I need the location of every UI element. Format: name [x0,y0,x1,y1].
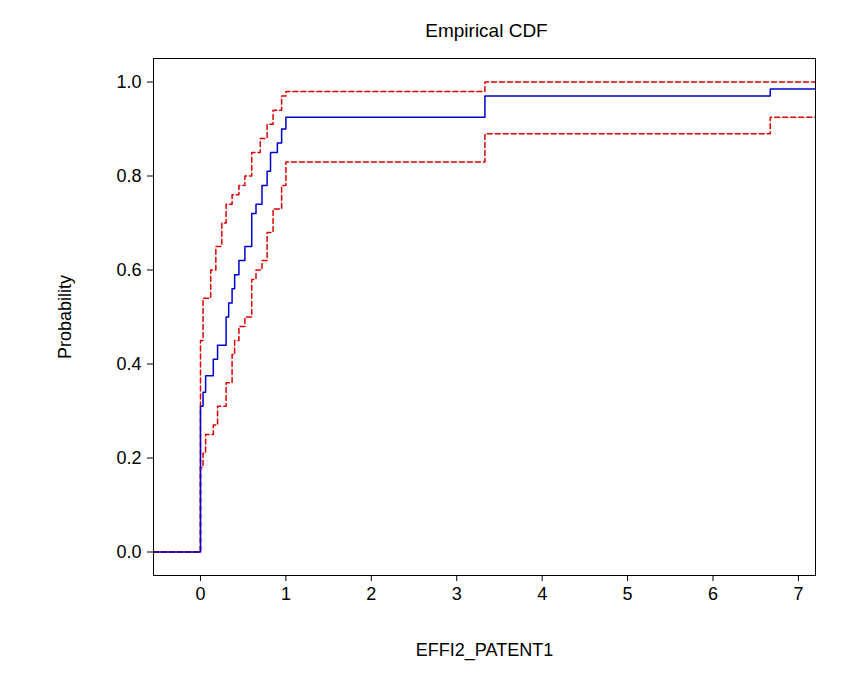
svg-text:0.6: 0.6 [116,260,141,280]
svg-text:1.0: 1.0 [116,72,141,92]
html-text:Empirical CDF: Empirical CDF [425,20,548,41]
svg-text:2: 2 [366,584,376,604]
svg-text:6: 6 [708,584,718,604]
svg-text:4: 4 [537,584,547,604]
svg-text:0.2: 0.2 [116,448,141,468]
svg-text:0.4: 0.4 [116,354,141,374]
svg-text:3: 3 [452,584,462,604]
svg-text:0.8: 0.8 [116,166,141,186]
svg-text:EFFI2_PATENT1: EFFI2_PATENT1 [416,640,553,661]
svg-text:0.0: 0.0 [116,542,141,562]
svg-text:0: 0 [195,584,205,604]
svg-text:5: 5 [623,584,633,604]
svg-text:Probability: Probability [55,275,75,359]
svg-text:7: 7 [793,584,803,604]
svg-text:1: 1 [281,584,291,604]
